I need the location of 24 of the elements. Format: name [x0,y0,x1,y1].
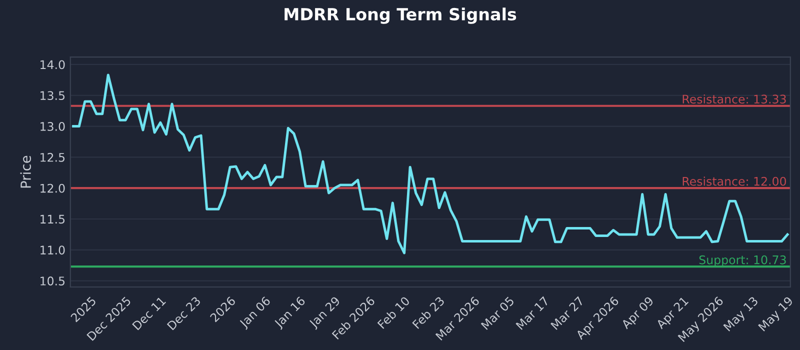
ref-line-label: Support: 10.73 [699,255,786,267]
y-tick-label: 11.0 [40,246,65,255]
y-tick-label: 13.0 [40,122,65,131]
x-tick-label: Mar 17 [516,296,550,330]
x-tick-label: Feb 10 [377,296,410,330]
ref-line-label: Resistance: 13.33 [682,94,786,104]
x-tick-label: Dec 23 [166,296,202,330]
y-tick-label: 10.5 [40,276,65,286]
line-series [72,74,789,254]
y-axis-title: Price [20,156,32,188]
y-tick-label: 13.5 [40,91,65,100]
x-tick-label: Mar 05 [480,296,515,330]
chart-title: MDRR Long Term Signals [284,8,516,24]
y-tick-label: 12.5 [40,152,65,162]
y-tick-label: 14.0 [40,60,65,70]
x-tick-label: Feb 23 [412,296,445,330]
y-tick-label: 12.0 [40,184,65,193]
x-tick-label: Apr 09 [620,296,656,332]
ref-line-label: Resistance: 12.00 [682,176,786,186]
y-tick-label: 11.5 [40,214,65,224]
x-tick-label: Dec 11 [132,296,166,330]
x-tick-label: Mar 27 [550,296,584,330]
x-tick-label: Jan 16 [273,296,308,330]
x-tick-label: Jan 06 [238,296,272,330]
